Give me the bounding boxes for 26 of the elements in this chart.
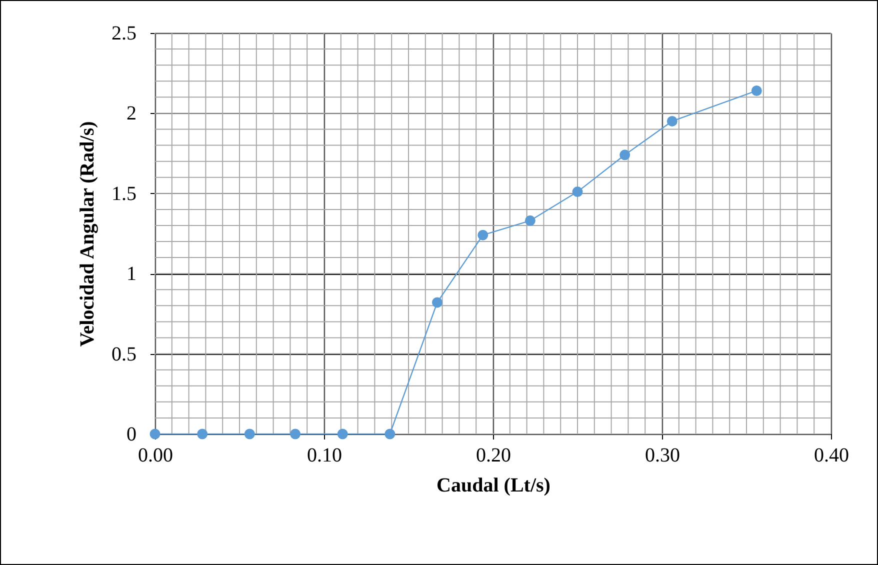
point bbox=[150, 428, 160, 440]
x-tick-label: 0.20 bbox=[476, 444, 511, 466]
point bbox=[337, 428, 348, 440]
point bbox=[384, 428, 396, 440]
x-tick-label: 0.10 bbox=[307, 444, 342, 466]
x-axis-title: Caudal (Lt/s) bbox=[436, 474, 550, 496]
point bbox=[751, 86, 762, 96]
point bbox=[620, 150, 630, 160]
y-tick-label: 2 bbox=[126, 102, 136, 125]
y-axis-title: Velocidad Angular (Rad/s) bbox=[76, 121, 98, 347]
x-tick-label: 0.00 bbox=[138, 444, 173, 466]
point bbox=[572, 186, 583, 198]
y-tick-label: 2.5 bbox=[112, 22, 136, 44]
point bbox=[524, 215, 536, 226]
point bbox=[478, 230, 488, 240]
point bbox=[290, 428, 301, 440]
point bbox=[244, 428, 255, 440]
y-tick-label: 1 bbox=[126, 263, 136, 286]
point bbox=[432, 297, 442, 308]
y-tick-label: 1.5 bbox=[112, 182, 136, 205]
x-tick-label: 0.30 bbox=[645, 444, 680, 466]
y-tick-label: 0 bbox=[126, 424, 136, 446]
point bbox=[666, 116, 678, 126]
point bbox=[197, 428, 208, 440]
y-tick-label: 0.5 bbox=[112, 343, 136, 366]
x-tick-label: 0.40 bbox=[814, 444, 849, 466]
